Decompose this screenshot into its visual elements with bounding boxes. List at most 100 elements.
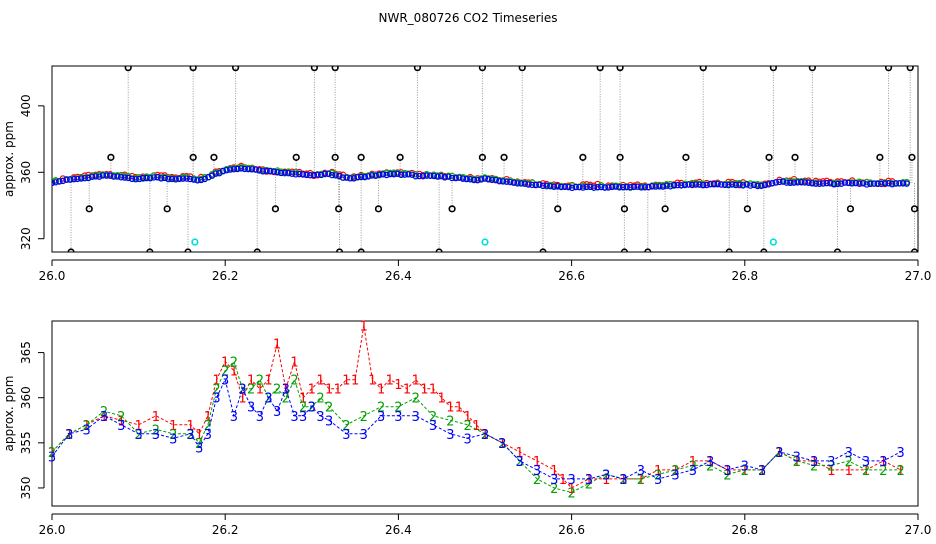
bottom-panel-series-1-marker: 1: [212, 374, 220, 389]
top-panel-blue-point: [874, 180, 881, 188]
top-panel-x-tick-label: 27.0: [905, 269, 932, 283]
top-panel-blue-point: [347, 175, 354, 182]
bottom-panel-series-2-marker: 2: [273, 383, 281, 398]
bottom-panel-series-3-marker: 3: [550, 473, 558, 488]
top-panel-blue-point: [692, 181, 699, 188]
bottom-panel-series-3-marker: 3: [602, 468, 610, 483]
bottom-panel-series-3-marker: 3: [481, 428, 489, 443]
bottom-panel-series-3-marker: 3: [689, 464, 697, 479]
top-panel-blue-point: [601, 184, 609, 191]
top-panel-mid-flag-point: [579, 153, 587, 161]
bottom-panel-x-tick-label: 26.0: [39, 523, 66, 537]
top-panel-y-tick-label: 320: [19, 227, 33, 250]
bottom-panel-series-2-marker: 2: [48, 446, 56, 461]
top-panel-blue-point: [285, 169, 292, 177]
top-panel-low-flag-point: [335, 205, 343, 213]
bottom-panel-series-3-marker: 3: [360, 428, 368, 443]
top-panel-blue-point: [547, 182, 554, 190]
top-panel-blue-point: [667, 183, 674, 190]
bottom-panel-series-1-marker: 1: [827, 464, 835, 479]
bottom-panel-series-3-marker: 3: [325, 414, 333, 429]
top-panel-blue-point: [328, 171, 336, 179]
top-panel-blue-point: [583, 183, 590, 191]
top-panel-blue-point: [572, 183, 579, 191]
bottom-panel-series-2-marker: 2: [654, 468, 662, 483]
bottom-panel-series-2-marker: 2: [82, 419, 90, 434]
bottom-panel-series-3-marker: 3: [256, 410, 264, 425]
bottom-panel-y-tick-label: 350: [19, 476, 33, 499]
bottom-panel-series-1-marker: 1: [377, 383, 385, 398]
top-panel-blue-point: [477, 176, 485, 183]
bottom-panel-series-3-marker: 3: [316, 410, 324, 425]
bottom-panel-series-2-marker: 2: [637, 473, 645, 488]
top-panel-bottom-flag-point: [910, 248, 918, 252]
top-panel-blue-point: [565, 183, 572, 191]
bottom-panel-series-2-marker: 2: [481, 428, 489, 443]
top-panel-low-flag-point: [620, 205, 629, 213]
bottom-panel-series-2-marker: 2: [827, 459, 835, 474]
top-panel-blue-point: [168, 175, 176, 183]
top-panel-blue-point: [848, 180, 856, 187]
top-panel-blue-point: [234, 165, 241, 173]
top-panel-plot-area: [52, 66, 918, 252]
bottom-panel-series-3-marker: 3: [273, 405, 281, 420]
bottom-panel-series-1-marker: 1: [152, 410, 160, 425]
top-panel-blue-point: [623, 183, 630, 191]
top-panel-blue-point: [114, 173, 121, 180]
top-panel-green-point: [856, 178, 863, 185]
bottom-panel-series-2-marker: 2: [186, 428, 194, 443]
top-panel-blue-point: [576, 183, 583, 191]
top-panel-blue-point: [317, 171, 325, 179]
top-panel-mid-flag-point: [682, 153, 690, 161]
top-panel-blue-point: [488, 176, 496, 184]
bottom-panel-series-2-marker: 2: [169, 428, 177, 443]
top-panel-blue-point: [92, 173, 99, 180]
bottom-panel-series-2-marker: 2: [671, 464, 679, 479]
top-panel-blue-point: [416, 172, 423, 180]
bottom-panel-series-1-marker: 1: [654, 464, 662, 479]
top-panel-blue-point: [536, 181, 543, 188]
top-panel-blue-point: [256, 167, 263, 174]
bottom-panel-series-3-marker: 3: [48, 450, 56, 465]
top-panel-blue-point: [539, 182, 547, 189]
top-panel-blue-point: [288, 170, 296, 177]
bottom-panel-series-1-marker: 1: [342, 374, 350, 389]
top-panel-blue-point: [899, 180, 907, 187]
bottom-panel-series-2-marker: 2: [741, 464, 749, 479]
top-panel-blue-point: [812, 180, 820, 187]
top-panel-blue-point: [368, 172, 376, 179]
top-panel-blue-point: [841, 179, 849, 186]
chart-title: NWR_080726 CO2 Timeseries: [379, 11, 558, 25]
bottom-panel-series-2-marker: 2: [282, 392, 290, 407]
bottom-panel-series-2-marker: 2: [308, 401, 316, 416]
bottom-panel-series-2-marker: 2: [567, 486, 575, 501]
bottom-panel-series-1-marker: 1: [386, 374, 394, 389]
top-panel-blue-point: [183, 175, 190, 182]
bottom-panel-series-3-marker: 3: [377, 410, 385, 425]
top-panel-blue-point: [252, 166, 259, 173]
top-panel-blue-point: [688, 181, 696, 189]
top-panel-mid-flag-point: [107, 153, 115, 161]
top-panel-blue-point: [125, 174, 132, 182]
top-panel-blue-point: [594, 183, 601, 191]
bottom-panel-series-1-marker: 1: [671, 464, 679, 479]
top-panel-blue-point: [485, 176, 492, 183]
top-panel-blue-point: [361, 173, 368, 181]
top-panel-blue-point: [761, 181, 769, 189]
top-panel-mid-flag-point: [616, 153, 624, 161]
top-panel-blue-point: [354, 173, 361, 181]
bottom-panel-series-1-marker: 1: [351, 374, 359, 389]
top-panel-blue-point: [379, 171, 387, 178]
bottom-panel-series-1-marker: 1: [438, 392, 446, 407]
top-panel-blue-point: [525, 181, 532, 188]
top-panel-blue-point: [783, 179, 790, 186]
bottom-panel-series-2-marker: 2: [117, 410, 125, 425]
bottom-panel-series-3-marker: 3: [65, 428, 73, 443]
bottom-panel-series-1-marker: 1: [879, 455, 887, 470]
top-panel-x-tick-label: 26.8: [731, 269, 758, 283]
bottom-panel-series-3-marker: 3: [342, 428, 350, 443]
top-panel-blue-point: [827, 180, 834, 187]
top-panel-blue-point: [314, 171, 321, 178]
top-panel-blue-point: [492, 176, 499, 184]
